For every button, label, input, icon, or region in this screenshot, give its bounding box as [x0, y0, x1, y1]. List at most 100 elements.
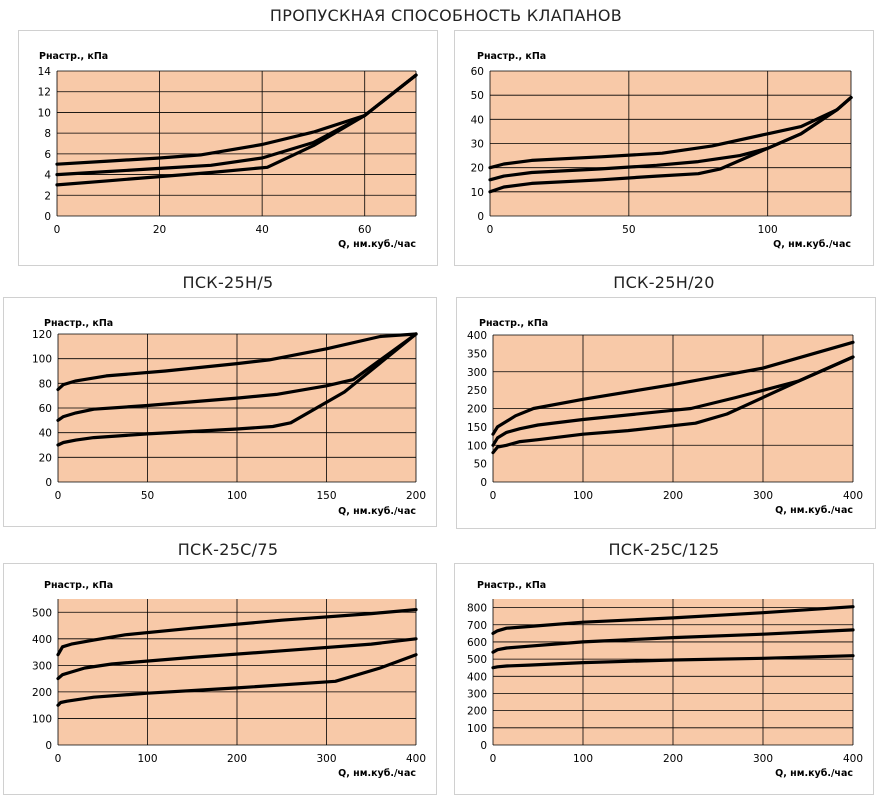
- series-line-3: [56, 332, 418, 447]
- chart-svg-3: 0 20 40 60 80 100 120 0 50 100 150 200 Pнастр., кПа Q…: [32, 318, 426, 517]
- y-axis-label: Pнастр., кПа: [39, 51, 108, 62]
- y-tick-label: 40: [39, 428, 52, 440]
- chart-panel-2: 0 10 20 30 40 50 60 0 50 100 Pнастр., кПа Q, нм.куб…: [454, 30, 874, 266]
- y-tick-label: 0: [44, 211, 51, 223]
- chart-title-6: ПСК-25С/125: [608, 540, 720, 559]
- y-tick-label: 500: [467, 654, 487, 666]
- y-tick-label: 100: [467, 440, 487, 452]
- y-tick-label: 0: [45, 477, 52, 489]
- y-tick-label: 4: [44, 170, 51, 182]
- chart-svg-6: 0 100 200 300 400 500 600 700 800 0 100 200 300 400 Pн…: [467, 580, 863, 779]
- chart-title-3: ПСК-25Н/5: [182, 273, 274, 292]
- x-tick-label: 0: [54, 224, 61, 236]
- x-tick-label: 200: [663, 490, 683, 502]
- series-line-1: [491, 340, 855, 436]
- x-tick-label: 100: [758, 224, 778, 236]
- x-tick-label: 60: [358, 224, 371, 236]
- y-tick-label: 0: [45, 740, 52, 752]
- x-tick-label: 0: [55, 753, 62, 765]
- x-tick-label: 0: [487, 224, 494, 236]
- y-tick-label: 20: [39, 452, 52, 464]
- y-tick-label: 10: [38, 107, 51, 119]
- x-tick-label: 200: [227, 753, 247, 765]
- series-line-1: [491, 605, 855, 635]
- x-tick-label: 20: [153, 224, 166, 236]
- y-tick-label: 120: [32, 329, 52, 341]
- chart-title-5: ПСК-25С/75: [177, 540, 279, 559]
- x-axis-label: Q, нм.куб./час: [775, 768, 853, 779]
- series-line-2: [56, 637, 418, 681]
- y-tick-label: 150: [467, 422, 487, 434]
- series-line-3: [488, 96, 853, 194]
- x-axis-label: Q, нм.куб./час: [773, 239, 851, 250]
- x-tick-label: 200: [663, 753, 683, 765]
- x-tick-label: 50: [141, 490, 154, 502]
- y-tick-label: 100: [32, 354, 52, 366]
- chart-panel-4: 0 50 100 150 200 250 300 350 400 0 100 200 300 400 Pна…: [456, 297, 876, 529]
- chart-svg-1: 0 2 4 6 8 10 12 14 0 20 40 60 Pнастр., кПа Q, нм.куб.…: [38, 51, 418, 250]
- y-tick-label: 0: [480, 477, 487, 489]
- series-line-1: [488, 96, 853, 170]
- y-tick-label: 0: [477, 211, 484, 223]
- y-tick-label: 300: [32, 660, 52, 672]
- y-tick-label: 400: [32, 634, 52, 646]
- x-tick-label: 400: [406, 753, 426, 765]
- y-tick-label: 6: [44, 149, 51, 161]
- chart-svg-2: 0 10 20 30 40 50 60 0 50 100 Pнастр., кПа Q, нм.куб…: [471, 51, 853, 250]
- y-tick-label: 20: [471, 163, 484, 175]
- series-line-2: [56, 332, 418, 422]
- y-tick-label: 400: [467, 671, 487, 683]
- y-tick-label: 10: [471, 187, 484, 199]
- chart-panel-3: 0 20 40 60 80 100 120 0 50 100 150 200 Pнастр., кПа Q…: [3, 297, 437, 527]
- x-tick-label: 40: [255, 224, 268, 236]
- x-tick-label: 150: [316, 490, 336, 502]
- x-axis-label: Q, нм.куб./час: [338, 768, 416, 779]
- x-axis-label: Q, нм.куб./час: [775, 505, 853, 516]
- page-title: ПРОПУСКНАЯ СПОСОБНОСТЬ КЛАПАНОВ: [269, 6, 623, 25]
- series-line-1: [56, 608, 418, 657]
- y-tick-label: 0: [480, 740, 487, 752]
- plot-area: [57, 71, 416, 216]
- y-axis-label: Pнастр., кПа: [477, 580, 546, 591]
- y-tick-label: 350: [467, 348, 487, 360]
- y-axis-label: Pнастр., кПа: [44, 580, 113, 591]
- y-tick-label: 50: [474, 459, 487, 471]
- y-tick-label: 12: [38, 87, 51, 99]
- x-tick-label: 0: [55, 490, 62, 502]
- y-tick-label: 8: [44, 128, 51, 140]
- x-tick-label: 300: [753, 753, 773, 765]
- y-axis-label: Pнастр., кПа: [44, 318, 113, 329]
- y-tick-label: 300: [467, 367, 487, 379]
- x-tick-label: 100: [573, 753, 593, 765]
- y-tick-label: 200: [467, 404, 487, 416]
- x-tick-label: 400: [843, 490, 863, 502]
- chart-panel-1: 0 2 4 6 8 10 12 14 0 20 40 60 Pнастр., кПа Q, нм.куб.…: [18, 30, 438, 266]
- series-line-2: [491, 628, 855, 654]
- y-tick-label: 40: [471, 114, 484, 126]
- y-tick-label: 700: [467, 620, 487, 632]
- x-tick-label: 300: [753, 490, 773, 502]
- series-line-3: [491, 355, 855, 455]
- series-line-3: [491, 654, 855, 670]
- y-tick-label: 80: [39, 378, 52, 390]
- chart-panel-5: 0 100 200 300 400 500 0 100 200 300 400 Pнастр., кП…: [3, 563, 437, 795]
- y-tick-label: 200: [32, 687, 52, 699]
- y-tick-label: 30: [471, 139, 484, 151]
- x-tick-label: 100: [227, 490, 247, 502]
- x-tick-label: 50: [622, 224, 635, 236]
- y-tick-label: 60: [471, 66, 484, 78]
- y-tick-label: 14: [38, 66, 52, 78]
- x-tick-label: 0: [490, 490, 497, 502]
- x-tick-label: 200: [406, 490, 426, 502]
- series-line-2: [491, 355, 855, 447]
- y-axis-label: Pнастр., кПа: [477, 51, 546, 62]
- y-tick-label: 250: [467, 385, 487, 397]
- y-tick-label: 50: [471, 90, 484, 102]
- series-line-1: [56, 332, 418, 392]
- x-tick-label: 400: [843, 753, 863, 765]
- y-tick-label: 200: [467, 706, 487, 718]
- x-axis-label: Q, нм.куб./час: [338, 239, 416, 250]
- x-tick-label: 300: [316, 753, 336, 765]
- y-tick-label: 400: [467, 330, 487, 342]
